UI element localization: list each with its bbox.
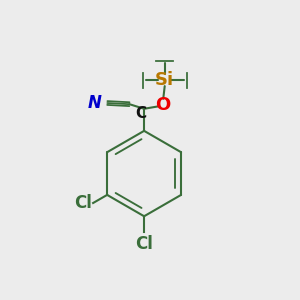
Text: N: N bbox=[88, 94, 101, 112]
Text: O: O bbox=[156, 96, 171, 114]
Text: Cl: Cl bbox=[135, 236, 153, 253]
Text: Si: Si bbox=[155, 71, 174, 89]
Text: Cl: Cl bbox=[74, 194, 92, 212]
Text: C: C bbox=[135, 106, 146, 121]
